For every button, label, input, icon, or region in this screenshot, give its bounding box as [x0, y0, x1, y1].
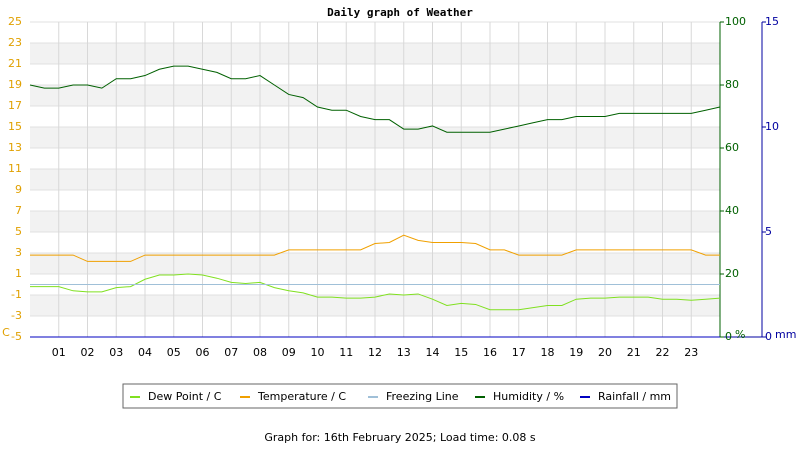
x-tick-label: 03 [109, 346, 123, 359]
x-tick-label: 19 [569, 346, 583, 359]
legend-label: Dew Point / C [148, 390, 222, 403]
y2-tick-label: 20 [725, 267, 739, 280]
x-tick-label: 02 [81, 346, 95, 359]
chart-title: Daily graph of Weather [327, 6, 473, 19]
x-tick-label: 05 [167, 346, 181, 359]
legend-label: Temperature / C [257, 390, 346, 403]
legend-label: Humidity / % [493, 390, 564, 403]
x-tick-label: 23 [684, 346, 698, 359]
x-tick-label: 12 [368, 346, 382, 359]
x-tick-label: 21 [627, 346, 641, 359]
x-tick-label: 08 [253, 346, 267, 359]
y2-tick-label: 0 [725, 330, 732, 343]
footer: Graph for: 16th February 2025; Load time… [264, 431, 536, 444]
x-tick-label: 07 [224, 346, 238, 359]
y2-tick-label: 100 [725, 15, 746, 28]
x-tick-label: 10 [311, 346, 325, 359]
y3-tick-label: 10 [765, 120, 779, 133]
y3-tick-label: 15 [765, 15, 779, 28]
legend-box [122, 383, 678, 409]
y3-tick-label: 5 [765, 225, 772, 238]
legend-label: Freezing Line [386, 390, 459, 403]
x-tick-label: 01 [52, 346, 66, 359]
x-tick-label: 15 [454, 346, 468, 359]
y-tick-label: 11 [8, 162, 22, 175]
y-tick-label: 23 [8, 36, 22, 49]
y2-tick-label: 60 [725, 141, 739, 154]
y-tick-label: 7 [15, 204, 22, 217]
series-line [29, 65, 721, 133]
y-tick-label: 13 [8, 141, 22, 154]
y-tick-label: 17 [8, 99, 22, 112]
y2-unit: % [735, 328, 745, 341]
y-tick-label: -1 [11, 288, 22, 301]
y-tick-label: 3 [15, 246, 22, 259]
x-tick-label: 16 [483, 346, 497, 359]
x-tick-label: 22 [656, 346, 670, 359]
x-tick-label: 04 [138, 346, 152, 359]
y-tick-label: 19 [8, 78, 22, 91]
y-tick-label: -5 [11, 330, 22, 343]
x-tick-label: 09 [282, 346, 296, 359]
x-tick-label: 18 [541, 346, 555, 359]
y-unit: C [2, 326, 10, 339]
y2-tick-label: 80 [725, 78, 739, 91]
x-tick-label: 06 [196, 346, 210, 359]
x-tick-label: 20 [598, 346, 612, 359]
legend-label: Rainfall / mm [598, 390, 671, 403]
series-line [30, 273, 721, 311]
y2-tick-label: 40 [725, 204, 739, 217]
series-line [30, 234, 720, 262]
y-tick-label: 25 [8, 15, 22, 28]
y3-unit: mm [775, 328, 796, 341]
y-tick-label: 1 [15, 267, 22, 280]
x-tick-label: 14 [426, 346, 440, 359]
x-tick-label: 11 [339, 346, 353, 359]
y-tick-label: 15 [8, 120, 22, 133]
y-tick-label: -3 [11, 309, 22, 322]
y-tick-label: 9 [15, 183, 22, 196]
x-tick-label: 17 [512, 346, 526, 359]
y-tick-label: 5 [15, 225, 22, 238]
x-tick-label: 13 [397, 346, 411, 359]
y-tick-label: 21 [8, 57, 22, 70]
y3-tick-label: 0 [765, 330, 772, 343]
